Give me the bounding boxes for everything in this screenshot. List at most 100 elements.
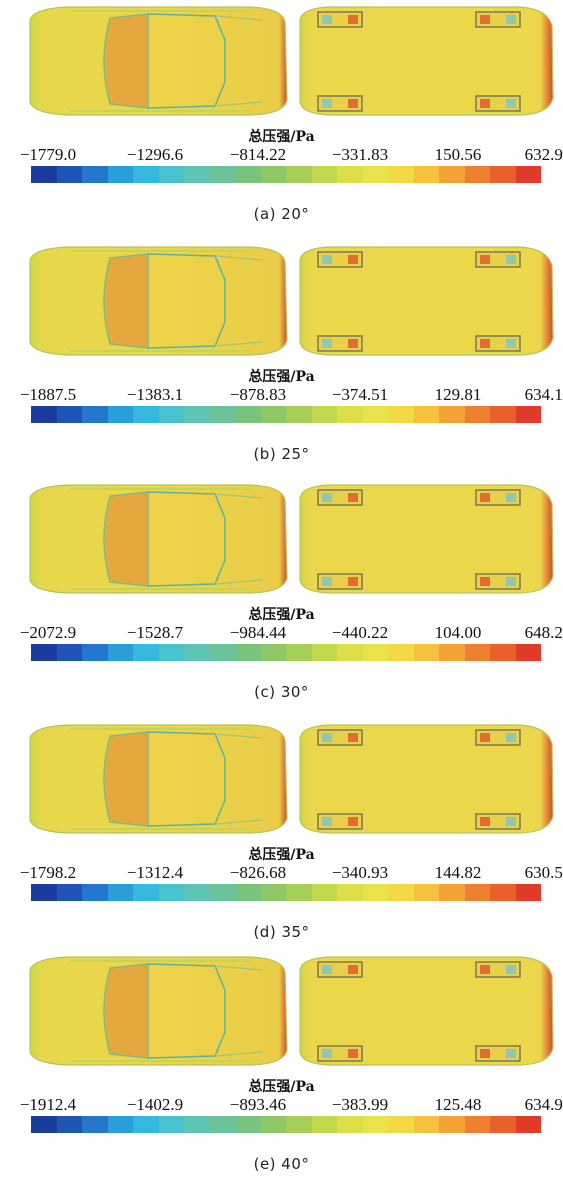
wheel-hotspot bbox=[480, 817, 490, 826]
colorbar-segment bbox=[158, 644, 184, 661]
wheel-hotspot bbox=[480, 255, 490, 264]
wheel-hotspot bbox=[480, 965, 490, 974]
wheel-hotspot bbox=[480, 99, 490, 108]
colorbar-segment bbox=[439, 1116, 465, 1133]
colorbar-segment bbox=[82, 166, 108, 183]
legend-title: 总压强/Pa bbox=[248, 1079, 315, 1095]
colorbar-segment bbox=[464, 406, 490, 423]
colorbar-segment bbox=[311, 884, 337, 901]
colorbar-segment bbox=[413, 884, 439, 901]
colorbar-segment bbox=[260, 406, 286, 423]
colorbar-tick-label: −1912.4 bbox=[19, 1095, 77, 1114]
panel-b: 总压强/Pa −1887.5 −1383.1 −878.83 −374.51 129.81… bbox=[0, 240, 563, 472]
colorbar-segment bbox=[439, 166, 465, 183]
colorbar-segment bbox=[515, 406, 541, 423]
colorbar-segment bbox=[82, 884, 108, 901]
rear-window-edge bbox=[214, 493, 263, 585]
colorbar-segment bbox=[184, 884, 210, 901]
colorbar-segment bbox=[362, 166, 388, 183]
wheel-hotspot bbox=[322, 577, 332, 586]
colorbar-segment bbox=[107, 166, 133, 183]
colorbar-segment bbox=[158, 406, 184, 423]
colorbar-tick-label: −814.22 bbox=[229, 145, 287, 164]
wheel-hotspot bbox=[506, 733, 516, 742]
wheel-hotspot bbox=[322, 1049, 332, 1058]
rear-window-edge bbox=[214, 733, 263, 825]
wheel-hotspot bbox=[506, 493, 516, 502]
colorbar-segment bbox=[337, 406, 363, 423]
wheel-hotspot bbox=[480, 339, 490, 348]
colorbar-segment bbox=[286, 1116, 312, 1133]
colorbar-segment bbox=[56, 644, 82, 661]
colorbar-tick-label: −1402.9 bbox=[126, 1095, 184, 1114]
colorbar-segment bbox=[515, 166, 541, 183]
car-top-view bbox=[29, 246, 288, 356]
colorbar-segment bbox=[515, 1116, 541, 1133]
wheel-hotspot bbox=[348, 817, 358, 826]
wheel-hotspot bbox=[480, 1049, 490, 1058]
colorbar-tick-label: −1296.6 bbox=[126, 145, 184, 164]
colorbar-tick-label: −340.93 bbox=[331, 863, 389, 882]
colorbar-tick-labels: −1887.5 −1383.1 −878.83 −374.51 129.81 634.13 bbox=[8, 385, 563, 405]
wheel-hotspot bbox=[506, 15, 516, 24]
body-edge bbox=[70, 250, 250, 352]
car-contour-views bbox=[29, 6, 554, 116]
colorbar-segment bbox=[82, 1116, 108, 1133]
colorbar-tick-label: −2072.9 bbox=[19, 623, 77, 642]
wheel-hotspot bbox=[506, 99, 516, 108]
colorbar-segment bbox=[490, 1116, 516, 1133]
colorbar-segment bbox=[107, 1116, 133, 1133]
colorbar-segment bbox=[56, 884, 82, 901]
car-underbody-view bbox=[299, 724, 554, 834]
colorbar-segment bbox=[107, 644, 133, 661]
colorbar-segment bbox=[490, 166, 516, 183]
colorbar-segment bbox=[82, 406, 108, 423]
colorbar-segment bbox=[464, 644, 490, 661]
colorbar-segment bbox=[286, 406, 312, 423]
colorbar-segment bbox=[107, 406, 133, 423]
legend-title: 总压强/Pa bbox=[248, 847, 315, 863]
colorbar-segment bbox=[184, 166, 210, 183]
panel-c: 总压强/Pa −2072.9 −1528.7 −984.44 −440.22 104.00… bbox=[0, 478, 563, 710]
car-underbody-view bbox=[299, 484, 554, 594]
colorbar-segment bbox=[413, 1116, 439, 1133]
panel-caption: (a) 20° bbox=[253, 205, 310, 223]
panel-caption: (e) 40° bbox=[253, 1155, 310, 1173]
car-contour-views bbox=[29, 724, 554, 834]
colorbar-segment bbox=[388, 644, 414, 661]
wheel-hotspot bbox=[322, 255, 332, 264]
colorbar-segment bbox=[311, 166, 337, 183]
colorbar-tick-label: 630.57 bbox=[524, 863, 563, 882]
colorbar-tick-label: −1312.4 bbox=[126, 863, 184, 882]
roof-outline bbox=[147, 13, 226, 109]
wheel-hotspot bbox=[348, 99, 358, 108]
wheel-hotspot bbox=[348, 493, 358, 502]
colorbar-tick-label: 632.95 bbox=[524, 145, 563, 164]
wheel-hotspot bbox=[506, 965, 516, 974]
colorbar-segment bbox=[31, 644, 57, 661]
colorbar-segment bbox=[337, 166, 363, 183]
colorbar-tick-label: −383.99 bbox=[331, 1095, 389, 1114]
colorbar-segment bbox=[260, 1116, 286, 1133]
colorbar-tick-label: −878.83 bbox=[229, 385, 287, 404]
colorbar-segment bbox=[362, 1116, 388, 1133]
colorbar-segment bbox=[184, 406, 210, 423]
panel-d: 总压强/Pa −1798.2 −1312.4 −826.68 −340.93 144.82… bbox=[0, 718, 563, 950]
colorbar-segment bbox=[56, 166, 82, 183]
colorbar-segment bbox=[464, 166, 490, 183]
rear-window-edge bbox=[214, 965, 263, 1057]
legend-title: 总压强/Pa bbox=[248, 129, 315, 145]
colorbar-tick-label: −440.22 bbox=[331, 623, 389, 642]
colorbar-segment bbox=[235, 1116, 261, 1133]
colorbar-segment bbox=[235, 406, 261, 423]
wheel-hotspot bbox=[322, 493, 332, 502]
panel-caption: (c) 30° bbox=[254, 683, 309, 701]
panel-e: 总压强/Pa −1912.4 −1402.9 −893.46 −383.99 125.48… bbox=[0, 950, 563, 1182]
colorbar-tick-label: −1528.7 bbox=[126, 623, 184, 642]
colorbar-tick-label: −826.68 bbox=[229, 863, 287, 882]
colorbar-tick-label: −1887.5 bbox=[19, 385, 77, 404]
colorbar-tick-label: −984.44 bbox=[229, 623, 287, 642]
roof-outline bbox=[147, 731, 226, 827]
colorbar-segment bbox=[260, 644, 286, 661]
colorbar-tick-labels: −1912.4 −1402.9 −893.46 −383.99 125.48 634.95 bbox=[8, 1095, 563, 1115]
